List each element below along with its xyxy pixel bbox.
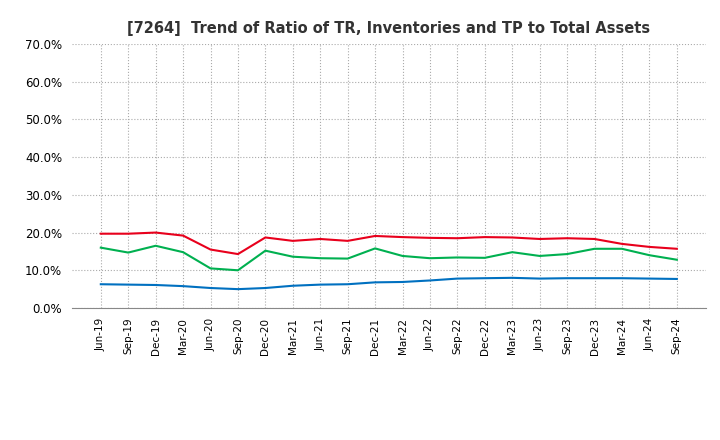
Inventories <box>151 282 160 288</box>
Trade Receivables <box>206 247 215 252</box>
Inventories <box>508 275 516 280</box>
Inventories <box>371 280 379 285</box>
Trade Receivables <box>179 233 187 238</box>
Trade Payables <box>618 246 626 251</box>
Trade Payables <box>645 253 654 258</box>
Inventories <box>398 279 407 285</box>
Trade Receivables <box>233 251 242 257</box>
Trade Receivables <box>261 235 270 240</box>
Trade Receivables <box>398 235 407 240</box>
Inventories <box>96 282 105 287</box>
Inventories <box>618 275 626 281</box>
Trade Payables <box>398 253 407 259</box>
Trade Receivables <box>563 235 572 241</box>
Trade Payables <box>179 249 187 255</box>
Trade Payables <box>261 248 270 253</box>
Trade Receivables <box>590 236 599 242</box>
Trade Receivables <box>453 235 462 241</box>
Inventories <box>453 276 462 281</box>
Trade Payables <box>371 246 379 251</box>
Inventories <box>206 286 215 291</box>
Trade Receivables <box>371 233 379 238</box>
Trade Receivables <box>289 238 297 243</box>
Trade Payables <box>672 257 681 262</box>
Inventories <box>536 276 544 281</box>
Line: Trade Payables: Trade Payables <box>101 246 677 270</box>
Trade Payables <box>480 255 489 260</box>
Trade Payables <box>590 246 599 251</box>
Line: Inventories: Inventories <box>101 278 677 289</box>
Inventories <box>672 276 681 282</box>
Inventories <box>645 276 654 281</box>
Inventories <box>480 275 489 281</box>
Trade Receivables <box>343 238 352 243</box>
Trade Receivables <box>316 236 325 242</box>
Trade Receivables <box>96 231 105 236</box>
Line: Trade Receivables: Trade Receivables <box>101 233 677 254</box>
Inventories <box>233 286 242 292</box>
Trade Payables <box>426 256 434 261</box>
Inventories <box>124 282 132 287</box>
Inventories <box>179 283 187 289</box>
Inventories <box>563 275 572 281</box>
Trade Receivables <box>672 246 681 251</box>
Trade Receivables <box>124 231 132 236</box>
Trade Payables <box>151 243 160 249</box>
Inventories <box>590 275 599 281</box>
Inventories <box>316 282 325 287</box>
Trade Payables <box>96 245 105 250</box>
Inventories <box>289 283 297 288</box>
Trade Payables <box>508 249 516 255</box>
Trade Receivables <box>480 235 489 240</box>
Trade Receivables <box>508 235 516 240</box>
Trade Receivables <box>618 241 626 246</box>
Trade Payables <box>316 256 325 261</box>
Trade Receivables <box>645 244 654 249</box>
Trade Payables <box>536 253 544 259</box>
Trade Payables <box>233 268 242 273</box>
Trade Payables <box>453 255 462 260</box>
Trade Payables <box>124 250 132 255</box>
Inventories <box>426 278 434 283</box>
Inventories <box>343 282 352 287</box>
Trade Receivables <box>536 236 544 242</box>
Trade Receivables <box>151 230 160 235</box>
Trade Payables <box>343 256 352 261</box>
Trade Payables <box>206 266 215 271</box>
Title: [7264]  Trend of Ratio of TR, Inventories and TP to Total Assets: [7264] Trend of Ratio of TR, Inventories… <box>127 21 650 36</box>
Trade Payables <box>563 251 572 257</box>
Trade Receivables <box>426 235 434 241</box>
Trade Payables <box>289 254 297 259</box>
Inventories <box>261 286 270 291</box>
